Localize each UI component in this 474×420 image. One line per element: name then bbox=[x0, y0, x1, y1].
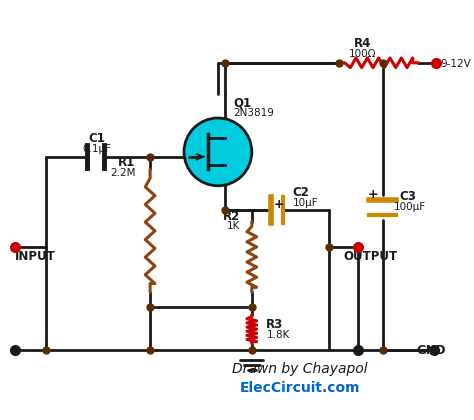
Text: ElecCircuit.com: ElecCircuit.com bbox=[240, 381, 361, 395]
Text: 2N3819: 2N3819 bbox=[233, 108, 274, 118]
Text: 1.8K: 1.8K bbox=[266, 330, 290, 340]
Text: 0.1µF: 0.1µF bbox=[82, 144, 111, 154]
Text: 10µF: 10µF bbox=[292, 198, 318, 208]
Text: 100µF: 100µF bbox=[394, 202, 426, 212]
Text: C2: C2 bbox=[292, 186, 310, 199]
Text: INPUT: INPUT bbox=[15, 250, 55, 263]
Text: +: + bbox=[273, 198, 284, 211]
Text: Drawn by Chayapol: Drawn by Chayapol bbox=[232, 362, 368, 376]
Text: R3: R3 bbox=[266, 318, 283, 331]
Text: C1: C1 bbox=[89, 132, 105, 145]
Text: OUTPUT: OUTPUT bbox=[344, 250, 398, 263]
Text: R4: R4 bbox=[354, 37, 371, 50]
Text: 1K: 1K bbox=[227, 221, 240, 231]
Text: Q1: Q1 bbox=[233, 96, 252, 109]
Text: 2.2M: 2.2M bbox=[110, 168, 136, 178]
Text: R1: R1 bbox=[118, 156, 136, 169]
Text: 9-12V: 9-12V bbox=[441, 59, 472, 68]
Text: GND: GND bbox=[417, 344, 446, 357]
Circle shape bbox=[184, 118, 252, 186]
Text: R2: R2 bbox=[223, 210, 240, 223]
Text: +: + bbox=[367, 189, 378, 201]
Text: C3: C3 bbox=[399, 190, 416, 203]
Text: 100Ω: 100Ω bbox=[348, 49, 376, 59]
